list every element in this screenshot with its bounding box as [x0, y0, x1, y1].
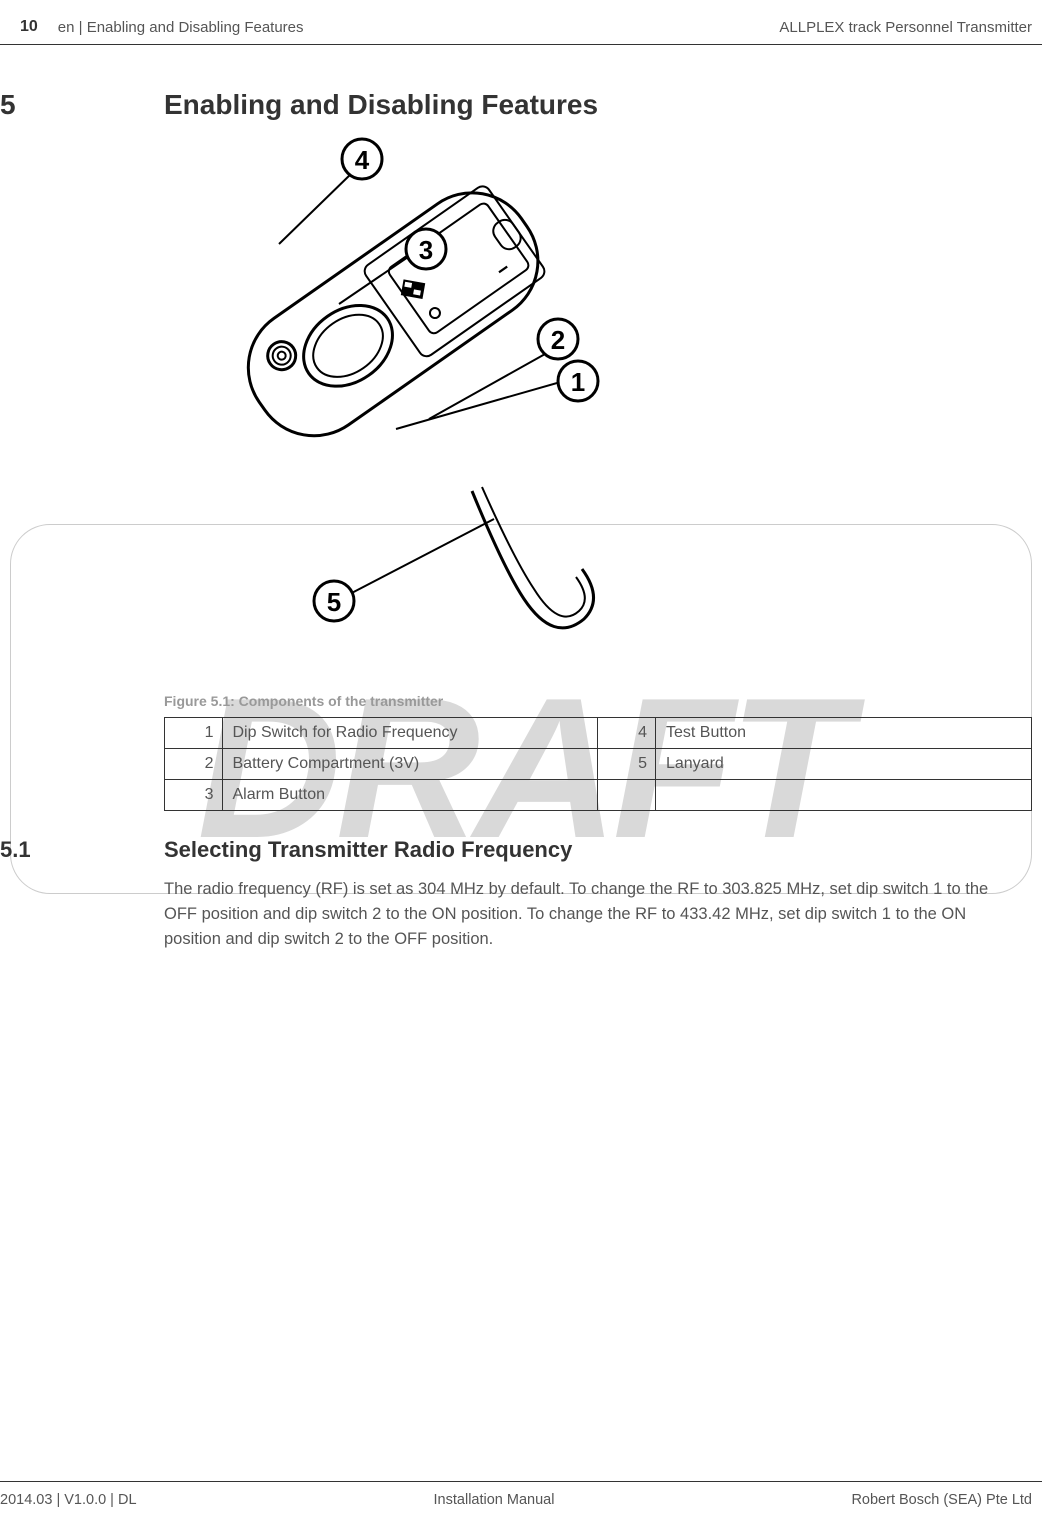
component-desc: Lanyard [655, 749, 1031, 780]
table-row: 1 Dip Switch for Radio Frequency 4 Test … [165, 718, 1032, 749]
section-5-title: Enabling and Disabling Features [164, 89, 598, 121]
callout-2-label: 2 [551, 325, 565, 355]
section-5-1-heading-row: 5.1 Selecting Transmitter Radio Frequenc… [0, 837, 1032, 863]
header-product-name: ALLPLEX track Personnel Transmitter [779, 19, 1032, 36]
callout-3-label: 3 [419, 235, 433, 265]
component-num: 2 [165, 749, 223, 780]
callout-5-label: 5 [327, 587, 341, 617]
figure-5-1-caption: Figure 5.1: Components of the transmitte… [164, 693, 1032, 709]
page-footer: 2014.03 | V1.0.0 | DL Installation Manua… [0, 1481, 1042, 1508]
page-header: 10 en | Enabling and Disabling Features … [0, 0, 1042, 45]
component-desc: Dip Switch for Radio Frequency [222, 718, 598, 749]
transmitter-diagram-svg: + − [164, 129, 864, 689]
component-num: 3 [165, 780, 223, 811]
component-num: 4 [598, 718, 656, 749]
callout-4-label: 4 [355, 145, 370, 175]
component-num [598, 780, 656, 811]
section-5-1-body: The radio frequency (RF) is set as 304 M… [164, 877, 1032, 951]
header-left: 10 en | Enabling and Disabling Features [20, 18, 304, 36]
table-row: 3 Alarm Button [165, 780, 1032, 811]
components-table: 1 Dip Switch for Radio Frequency 4 Test … [164, 717, 1032, 811]
component-desc: Battery Compartment (3V) [222, 749, 598, 780]
component-desc: Alarm Button [222, 780, 598, 811]
section-5-number: 5 [0, 89, 164, 121]
section-5-1-title: Selecting Transmitter Radio Frequency [164, 837, 572, 863]
callout-1-label: 1 [571, 367, 585, 397]
footer-version: 2014.03 | V1.0.0 | DL [0, 1492, 137, 1508]
footer-doc-title: Installation Manual [434, 1492, 555, 1508]
page-number: 10 [20, 18, 38, 36]
section-5-1-number: 5.1 [0, 837, 164, 863]
figure-5-1-diagram: + − [164, 129, 864, 689]
footer-company: Robert Bosch (SEA) Pte Ltd [851, 1492, 1032, 1508]
component-num: 5 [598, 749, 656, 780]
header-section-label: en | Enabling and Disabling Features [58, 19, 304, 36]
component-desc: Test Button [655, 718, 1031, 749]
section-5-heading-row: 5 Enabling and Disabling Features [0, 89, 1032, 121]
table-row: 2 Battery Compartment (3V) 5 Lanyard [165, 749, 1032, 780]
component-num: 1 [165, 718, 223, 749]
page-content: DRAFT 5 Enabling and Disabling Features … [0, 45, 1042, 951]
component-desc [655, 780, 1031, 811]
